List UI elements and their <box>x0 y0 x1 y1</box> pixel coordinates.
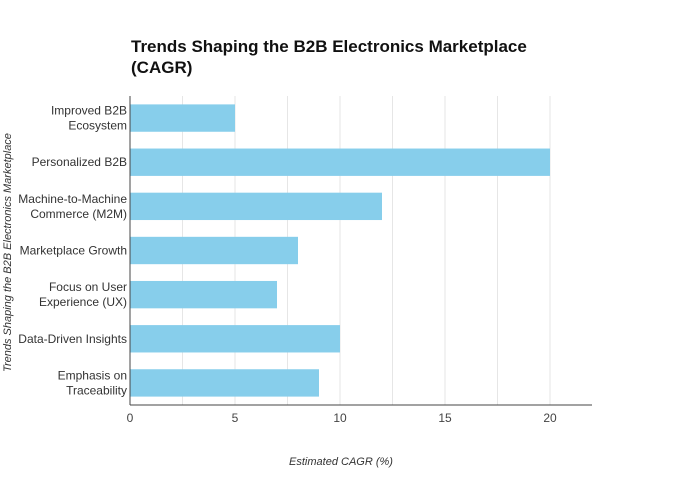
category-label: Machine-to-Machine Commerce (M2M) <box>18 192 127 221</box>
bar <box>130 325 340 353</box>
category-label: Data-Driven Insights <box>18 332 127 346</box>
bar <box>130 369 319 397</box>
category-label: Improved B2B Ecosystem <box>51 104 127 133</box>
chart-title-line: Trends Shaping the B2B Electronics Marke… <box>131 37 527 56</box>
bar <box>130 192 382 221</box>
bar <box>130 280 277 309</box>
axes <box>129 96 592 406</box>
chart-title: Trends Shaping the B2B Electronics Marke… <box>131 37 527 77</box>
x-tick-label: 0 <box>127 411 134 425</box>
category-label: Focus on User Experience (UX) <box>39 280 127 309</box>
x-tick-labels: 0 5 10 15 20 <box>127 411 557 425</box>
category-label: Marketplace Growth <box>20 244 127 258</box>
bar <box>130 148 550 176</box>
x-axis-label: Estimated CAGR (%) <box>289 456 393 468</box>
category-label: Emphasis on Traceability <box>58 368 127 397</box>
x-tick-label: 15 <box>438 411 452 425</box>
bar <box>130 236 298 265</box>
bars <box>130 104 550 397</box>
x-tick-label: 5 <box>232 411 239 425</box>
x-tick-label: 20 <box>543 411 557 425</box>
category-label: Personalized B2B <box>32 155 127 169</box>
x-tick-label: 10 <box>333 411 347 425</box>
category-labels: Improved B2B Ecosystem Personalized B2B Mac… <box>18 104 127 398</box>
chart-title-line: (CAGR) <box>131 58 192 77</box>
y-axis-label: Trends Shaping the B2B Electronics Marke… <box>2 133 14 372</box>
bar <box>130 104 235 132</box>
